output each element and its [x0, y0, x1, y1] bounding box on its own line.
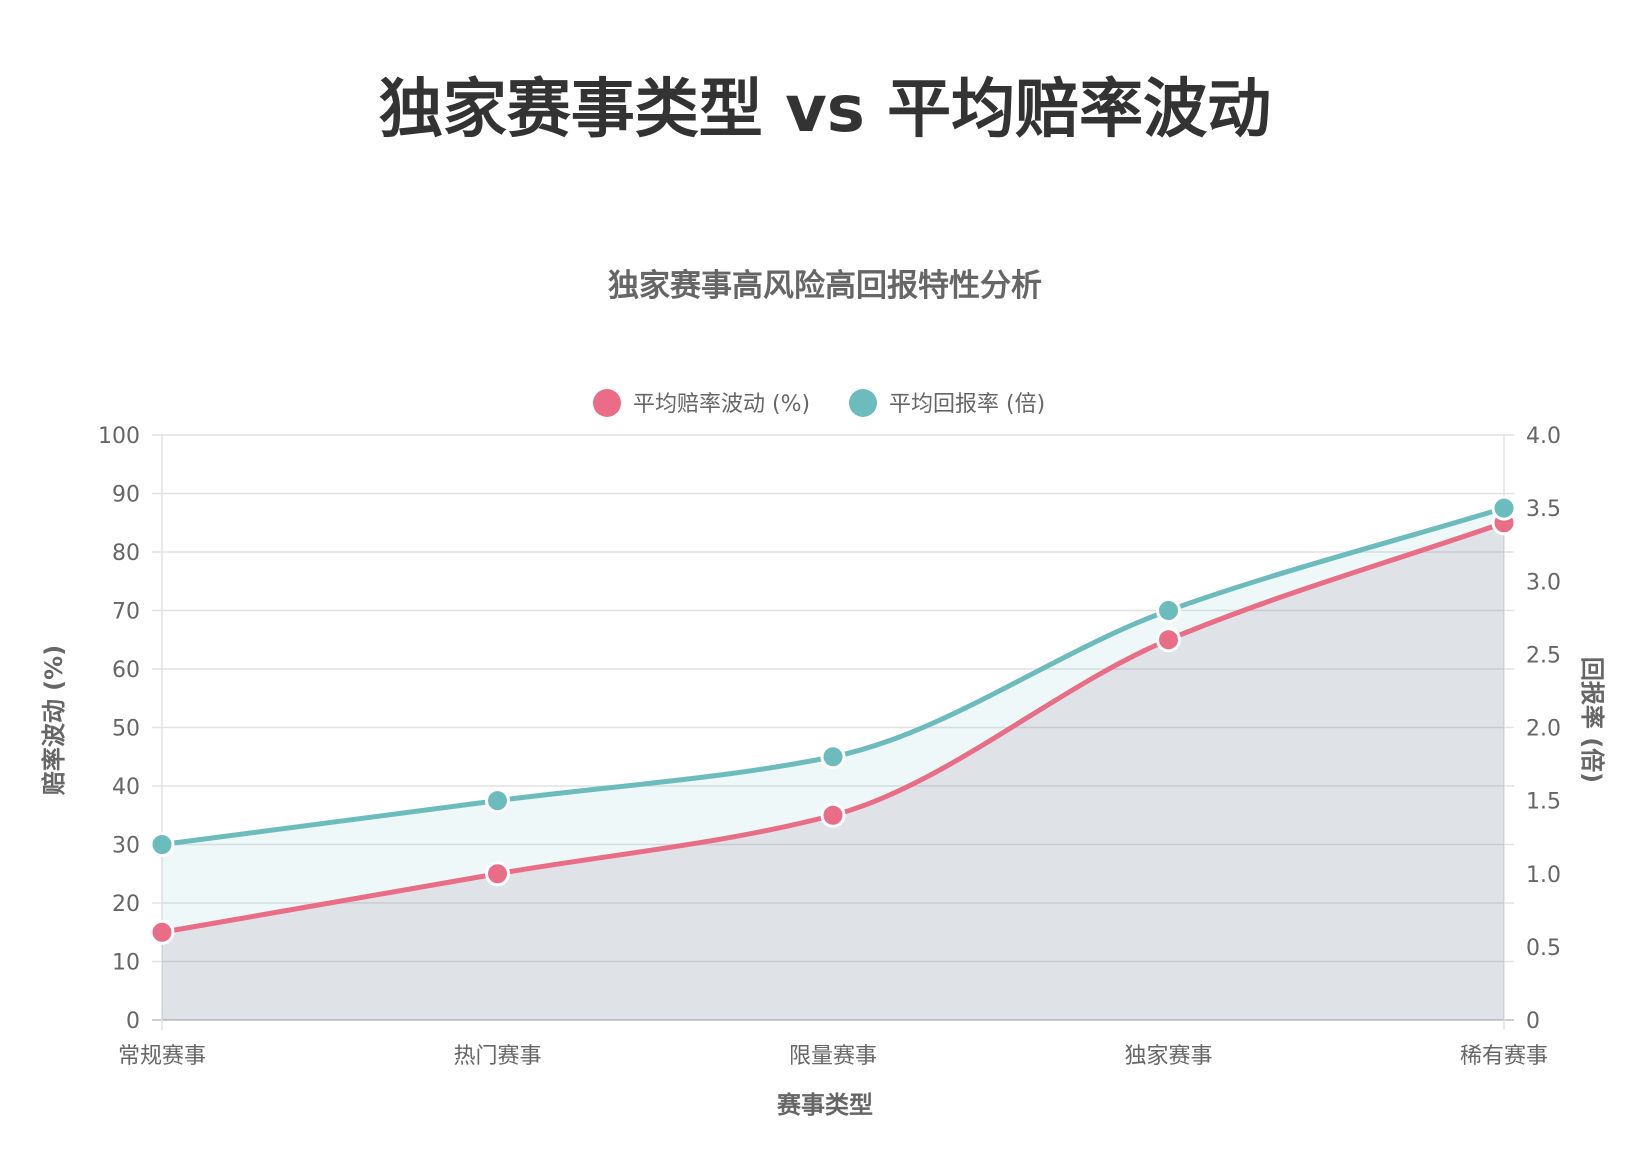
- y-left-tick-label: 10: [112, 951, 140, 976]
- y-right-tick-label: 2.0: [1526, 717, 1561, 742]
- x-tick-label: 限量赛事: [789, 1044, 877, 1069]
- data-point: [820, 802, 846, 828]
- right-y-axis: 0 0.5 1.0 1.5 2.0 2.5 3.0 3.5 4.0: [1526, 424, 1561, 1034]
- data-point: [1491, 495, 1517, 521]
- x-tick-label: 稀有赛事: [1460, 1044, 1548, 1069]
- y-right-tick-label: 1.5: [1526, 790, 1561, 815]
- y-left-tick-label: 50: [112, 717, 140, 742]
- data-point: [1156, 598, 1181, 623]
- y-left-tick-label: 30: [112, 834, 140, 859]
- y-left-tick-label: 90: [112, 483, 140, 508]
- y-right-tick-label: 3.5: [1526, 497, 1561, 522]
- legend-marker: [593, 389, 621, 417]
- y-left-tick-label: 0: [126, 1009, 140, 1034]
- legend-marker: [849, 389, 877, 417]
- y-left-tick-label: 60: [112, 658, 140, 683]
- data-point: [820, 744, 846, 770]
- y-right-tick-label: 0.5: [1526, 936, 1561, 961]
- y-left-tick-label: 70: [112, 600, 140, 625]
- x-tick-label: 热门赛事: [453, 1044, 541, 1069]
- y-right-tick-label: 1.0: [1526, 863, 1561, 888]
- y-left-tick-label: 80: [112, 541, 140, 566]
- y-right-tick-label: 2.5: [1526, 643, 1561, 668]
- y-right-tick-label: 0: [1526, 1009, 1540, 1034]
- series-layer: [149, 495, 1517, 1020]
- data-point: [485, 788, 510, 814]
- grid-lines: [152, 434, 1514, 1030]
- y-axis-left-label: 赔率波动 (%): [40, 645, 68, 795]
- y-left-tick-label: 20: [112, 892, 140, 917]
- x-axis-label: 赛事类型: [776, 1091, 873, 1119]
- y-left-tick-label: 40: [112, 775, 140, 800]
- x-axis: 常规赛事 热门赛事 限量赛事 独家赛事 稀有赛事: [118, 1044, 1548, 1069]
- legend-label: 平均赔率波动 (%): [633, 392, 810, 417]
- data-point: [149, 919, 175, 945]
- data-point: [1156, 627, 1181, 653]
- page-title: 独家赛事类型 vs 平均赔率波动: [378, 73, 1272, 147]
- y-right-tick-label: 4.0: [1526, 424, 1561, 449]
- x-tick-label: 独家赛事: [1124, 1044, 1212, 1069]
- y-left-tick-label: 100: [98, 424, 140, 449]
- left-y-axis: 0 10 20 30 40 50 60 70 80 90 100: [98, 424, 140, 1034]
- y-right-tick-label: 3.0: [1526, 570, 1561, 595]
- legend: 平均赔率波动 (%) 平均回报率 (倍): [593, 389, 1045, 417]
- chart-title: 独家赛事高风险高回报特性分析: [608, 268, 1042, 304]
- y-axis-right-label: 回报率 (倍): [1578, 657, 1606, 783]
- legend-label: 平均回报率 (倍): [889, 392, 1045, 417]
- data-point: [485, 861, 510, 887]
- data-point: [149, 832, 175, 857]
- x-tick-label: 常规赛事: [118, 1044, 206, 1069]
